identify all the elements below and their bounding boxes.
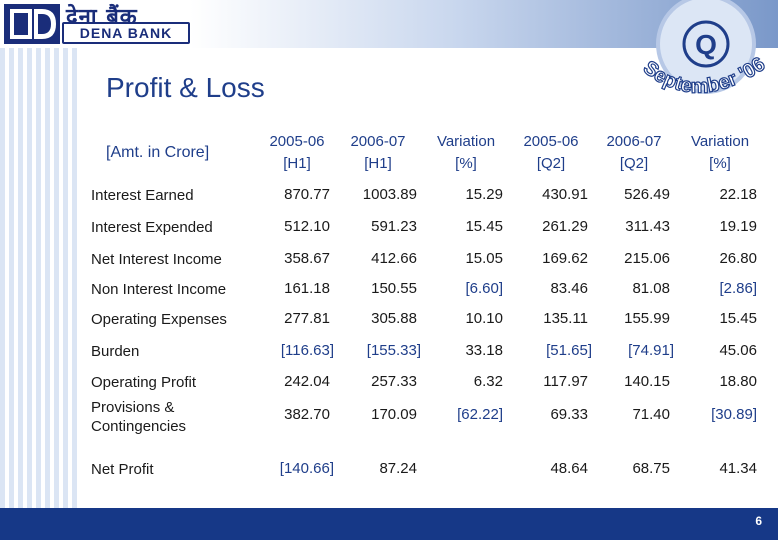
table-cell: 242.04 bbox=[284, 373, 330, 390]
page-number: 6 bbox=[755, 514, 762, 528]
table-cell: 117.97 bbox=[543, 373, 588, 390]
table-cell: 311.43 bbox=[625, 218, 670, 235]
table-cell: 83.46 bbox=[550, 280, 588, 297]
table-cell: 81.08 bbox=[632, 280, 670, 297]
badge-letter: Q bbox=[695, 29, 717, 60]
column-header-subperiod: [Q2] bbox=[536, 155, 566, 172]
table-cell: [116.63] bbox=[280, 342, 334, 359]
dena-bank-logo bbox=[4, 4, 60, 44]
table-cell: 277.81 bbox=[284, 310, 330, 327]
table-cell: 1003.89 bbox=[362, 186, 417, 203]
table-cell: [6.60] bbox=[465, 280, 503, 297]
september-badge: Q September '06 bbox=[638, 0, 770, 98]
table-cell: 135.11 bbox=[543, 310, 588, 327]
row-label: Interest Earned bbox=[91, 187, 194, 204]
bank-name-english: DENA BANK bbox=[62, 22, 190, 44]
row-label: Provisions & Contingencies bbox=[91, 399, 187, 435]
pnl-table bbox=[82, 120, 778, 508]
column-header-period: 2006-07 bbox=[350, 133, 406, 150]
table-cell: 170.09 bbox=[371, 406, 417, 423]
table-cell: 155.99 bbox=[624, 310, 670, 327]
column-header-period: 2005-06 bbox=[523, 133, 579, 150]
table-cell: 140.15 bbox=[624, 373, 670, 390]
table-cell: 15.05 bbox=[465, 250, 503, 267]
table-cell: 526.49 bbox=[624, 186, 670, 203]
column-header-2: 2006-07 [H1] bbox=[333, 132, 423, 174]
column-header-period: Variation bbox=[690, 133, 750, 150]
table-cell: [2.86] bbox=[719, 280, 757, 297]
table-cell: [62.22] bbox=[457, 406, 503, 423]
column-header-period: Variation bbox=[436, 133, 496, 150]
row-label: Operating Expenses bbox=[91, 311, 227, 328]
table-cell: 33.18 bbox=[465, 342, 503, 359]
column-header-5: 2006-07 [Q2] bbox=[589, 132, 679, 174]
table-cell: 382.70 bbox=[284, 406, 330, 423]
table-cell: 68.75 bbox=[632, 460, 670, 477]
table-cell: 10.10 bbox=[465, 310, 503, 327]
table-cell: [51.65] bbox=[546, 342, 592, 359]
table-cell: 15.45 bbox=[719, 310, 757, 327]
table-cell: 15.29 bbox=[465, 186, 503, 203]
table-cell: 22.18 bbox=[719, 186, 757, 203]
table-cell: 257.33 bbox=[371, 373, 417, 390]
left-decorative-stripes bbox=[0, 48, 78, 540]
table-cell: 430.91 bbox=[542, 186, 588, 203]
column-header-subperiod: [H1] bbox=[364, 155, 392, 172]
table-cell: 69.33 bbox=[550, 406, 588, 423]
column-header-6: Variation [%] bbox=[675, 132, 765, 174]
table-cell: 41.34 bbox=[719, 460, 757, 477]
column-header-subperiod: [%] bbox=[709, 155, 731, 172]
table-cell: 512.10 bbox=[284, 218, 330, 235]
column-header-subperiod: [%] bbox=[455, 155, 477, 172]
row-label: Burden bbox=[91, 343, 140, 360]
table-cell: 591.23 bbox=[371, 218, 417, 235]
table-cell: 150.55 bbox=[371, 280, 417, 297]
page-title: Profit & Loss bbox=[106, 72, 265, 103]
column-header-subperiod: [H1] bbox=[283, 155, 311, 172]
table-cell: [30.89] bbox=[711, 406, 757, 423]
footer-band bbox=[0, 508, 778, 540]
unit-label: [Amt. in Crore] bbox=[106, 144, 210, 161]
table-cell: 161.18 bbox=[284, 280, 330, 297]
column-header-period: 2006-07 bbox=[606, 133, 662, 150]
column-header-1: 2005-06 [H1] bbox=[252, 132, 342, 174]
table-cell: 26.80 bbox=[719, 250, 757, 267]
table-cell: 169.62 bbox=[542, 250, 588, 267]
table-cell: 215.06 bbox=[624, 250, 670, 267]
table-cell: 15.45 bbox=[465, 218, 503, 235]
column-header-subperiod: [Q2] bbox=[619, 155, 649, 172]
row-label: Non Interest Income bbox=[91, 281, 227, 298]
table-cell: 45.06 bbox=[719, 342, 757, 359]
table-cell: 261.29 bbox=[542, 218, 588, 235]
table-cell: 412.66 bbox=[371, 250, 417, 267]
column-header-3: Variation [%] bbox=[421, 132, 511, 174]
column-header-4: 2005-06 [Q2] bbox=[506, 132, 596, 174]
row-label: Interest Expended bbox=[91, 219, 213, 236]
row-label: Operating Profit bbox=[91, 374, 197, 391]
table-cell: [74.91] bbox=[628, 342, 674, 359]
table-cell: 6.32 bbox=[473, 373, 503, 390]
table-cell: 19.19 bbox=[719, 218, 757, 235]
table-cell: [155.33] bbox=[366, 342, 421, 359]
table-cell: 71.40 bbox=[632, 406, 670, 423]
table-cell: 870.77 bbox=[284, 186, 330, 203]
table-cell: 18.80 bbox=[719, 373, 757, 390]
table-cell: 87.24 bbox=[379, 460, 417, 477]
table-cell: 358.67 bbox=[284, 250, 330, 267]
row-label: Net Profit bbox=[91, 461, 154, 478]
table-cell: [140.66] bbox=[279, 460, 334, 477]
table-cell: 305.88 bbox=[371, 310, 417, 327]
table-cell: 48.64 bbox=[550, 460, 588, 477]
column-header-period: 2005-06 bbox=[269, 133, 325, 150]
row-label: Net Interest Income bbox=[91, 251, 222, 268]
